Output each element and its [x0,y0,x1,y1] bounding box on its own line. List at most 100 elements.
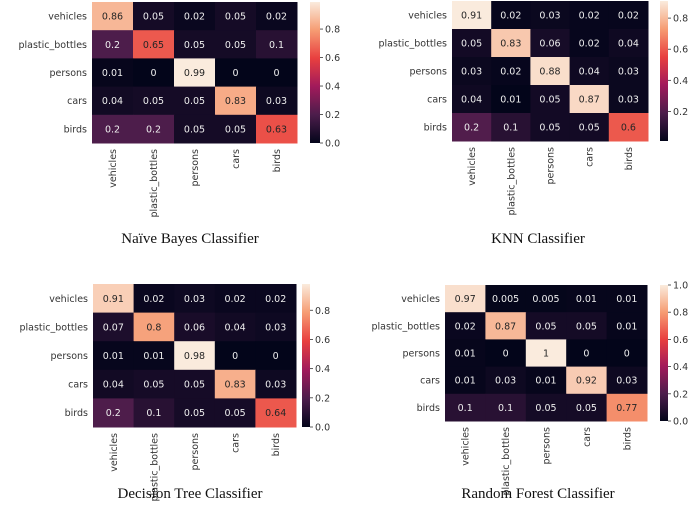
cell-value-label: 0.64 [265,408,286,419]
cell-value-label: 0.04 [102,96,123,107]
row-label: birds [424,123,447,134]
colorbar-tick-label: 0.8 [673,14,688,25]
cell-value-label: 0.05 [535,321,556,332]
cell-value-label: 0.83 [225,96,246,107]
cell-value-label: 0.03 [265,322,286,333]
cell-value-label: 0.03 [265,380,286,391]
heatmap-cell [215,114,257,144]
heatmap-cell [92,58,134,88]
heatmap-cell [566,393,608,422]
cell-value-label: 0.05 [184,40,205,51]
row-label: birds [65,408,88,419]
cell-value-label: 0.05 [184,96,205,107]
heatmap-cell [133,369,175,399]
heatmap-cell [485,339,527,368]
cell-value-label: 0.06 [539,39,560,50]
heatmap-cell [92,114,134,144]
heatmap-cell [215,30,257,59]
row-label: cars [67,96,87,107]
title-naive-bayes: Naïve Bayes Classifier [121,231,259,247]
heatmap-cell [214,369,256,399]
title-random-forest: Random Forest Classifier [461,486,615,502]
heatmap-cell [174,369,216,399]
heatmap-cell [525,393,567,422]
heatmap-cell [566,285,608,313]
colorbar-tick-label: 0.6 [673,45,688,56]
cell-value-label: 0.05 [225,12,246,23]
row-label: persons [402,349,440,360]
cell-value-label: 0.04 [579,67,600,78]
row-label: plastic_bottles [18,40,87,51]
cell-value-label: 0.87 [495,321,516,332]
heatmap-cell [93,284,135,314]
heatmap-cell [485,366,527,395]
cell-value-label: 0.99 [184,68,205,79]
heatmap-cell [569,113,610,142]
heatmap-cell [569,57,610,86]
heatmap-cell [174,2,216,31]
cell-value-label: 0.1 [458,403,473,414]
row-label: vehicles [48,12,87,23]
colorbar-tick-label: 0.6 [673,335,688,346]
cell-value-label: 0.05 [576,403,597,414]
heatmap-cell [214,398,256,428]
cell-value-label: 0.05 [461,39,482,50]
row-label: birds [64,124,87,135]
heatmap-cell [93,369,135,399]
cell-value-label: 0.02 [618,11,639,22]
heatmap-cell [569,85,610,114]
cell-value-label: 0.01 [576,294,597,305]
cell-value-label: 0.2 [105,40,120,51]
heatmap-cell [92,2,134,31]
heatmap-cell [608,29,649,58]
row-label: persons [50,351,88,362]
cell-value-label: 0.92 [576,376,597,387]
cell-value-label: 0.03 [461,67,482,78]
cell-value-label: 0.01 [455,376,476,387]
cell-value-label: 0.02 [579,11,600,22]
heatmap-cell [608,85,649,114]
cell-value-label: 0.2 [464,123,479,134]
column-label: cars [585,147,596,167]
heatmap-cell [174,30,216,59]
colorbar-tick-label: 0.0 [673,417,688,428]
column-label: cars [231,433,242,453]
colorbar-tick-label: 0.2 [325,110,340,121]
row-label: plastic_bottles [378,39,447,50]
cell-value-label: 0.97 [455,294,476,305]
heatmap-cell [256,86,298,116]
heatmap-cell [174,312,216,342]
cell-value-label: 0.02 [500,67,521,78]
column-label: plastic_bottles [149,433,160,502]
heatmap-cell [525,312,567,340]
heatmap-cell [133,2,175,31]
column-label: persons [190,149,201,187]
heatmap-cell [133,30,175,59]
heatmap-cell [491,1,531,30]
cell-value-label: 0.02 [225,294,246,305]
cell-value-label: 0.01 [500,95,521,106]
heatmap-cell [445,312,486,340]
cell-value-label: 0.83 [500,39,521,50]
heatmap-cell [606,366,648,395]
row-label: cars [427,95,447,106]
cell-value-label: 0.04 [225,322,246,333]
heatmap-cell [452,85,492,114]
heatmap-cell [485,285,527,313]
column-label: cars [582,427,593,447]
colorbar-tick-label: 0.0 [315,423,330,434]
row-label: persons [409,67,447,78]
colorbar [660,1,668,141]
column-label: persons [542,427,553,465]
cell-value-label: 0.1 [269,40,284,51]
cell-value-label: 0.05 [539,123,560,134]
cell-value-label: 0.02 [184,12,205,23]
colorbar-tick-label: 0.4 [325,82,340,93]
cell-value-label: 0.01 [616,294,637,305]
column-label: persons [190,433,201,471]
heatmap-cell [92,30,134,59]
heatmap-cell [491,113,531,142]
row-label: vehicles [49,294,88,305]
heatmap-cell [530,113,571,142]
